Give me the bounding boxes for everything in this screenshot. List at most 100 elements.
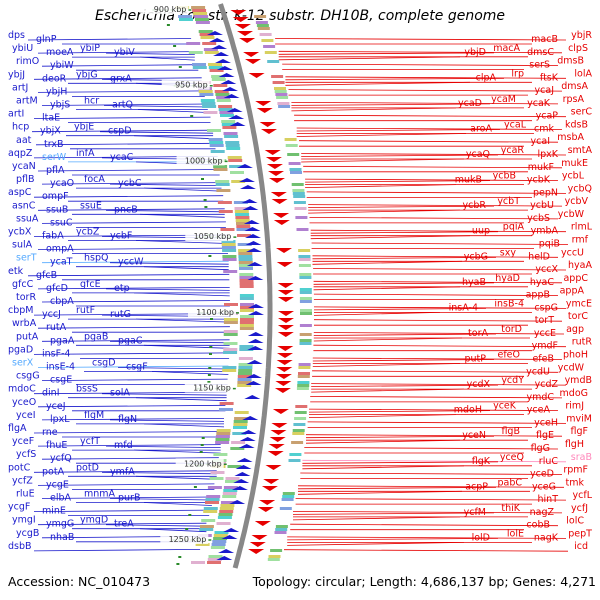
gene-label-lold[interactable]: lolD [472, 532, 490, 543]
gene-label-rutf[interactable]: rutF [76, 305, 95, 316]
gene-label-dmsa[interactable]: dmsA [561, 81, 588, 92]
gene-label-ycbb[interactable]: ycbB [493, 171, 516, 182]
gene-label-ycbs[interactable]: ycbS [527, 213, 550, 224]
gene-label-rpmf[interactable]: rpmF [563, 465, 588, 476]
gene-label-cbpa[interactable]: cbpA [50, 296, 74, 307]
gene-label-ycce[interactable]: yccE [534, 328, 556, 339]
gene-label-ompf[interactable]: ompF [42, 191, 69, 202]
gene-label-ycbg[interactable]: ycbG [464, 251, 488, 262]
gene-label-artm[interactable]: artM [16, 96, 38, 107]
gene-label-cobb[interactable]: cobB [526, 520, 550, 531]
gene-label-ymgg[interactable]: ymgG [46, 519, 74, 530]
gene-label-appa[interactable]: appA [560, 286, 585, 297]
gene-label-uup[interactable]: uup [472, 226, 490, 237]
gene-label-ycdy[interactable]: ycdY [501, 375, 524, 386]
gene-label-maca[interactable]: macA [493, 43, 520, 54]
gene-label-tora[interactable]: torA [468, 328, 488, 339]
gene-label-tort[interactable]: torT [535, 315, 554, 326]
gene-label-pept[interactable]: pepT [568, 528, 592, 539]
gene-label-mine[interactable]: minE [42, 506, 66, 517]
gene-label-ycar[interactable]: ycaR [501, 145, 525, 156]
gene-label-ybjj[interactable]: ybjJ [8, 69, 25, 80]
gene-label-ymba[interactable]: ymbA [531, 226, 559, 237]
gene-label-foca[interactable]: focA [84, 174, 105, 185]
gene-label-ycbz[interactable]: ycbZ [76, 227, 100, 238]
gene-label-glnp[interactable]: glnP [36, 34, 57, 45]
gene-label-rmf[interactable]: rmf [572, 235, 589, 246]
gene-label-ycfz[interactable]: ycfZ [12, 475, 33, 486]
gene-label-ymgi[interactable]: ymgI [12, 515, 36, 526]
gene-label-efeo[interactable]: efeO [497, 350, 520, 361]
gene-label-arti[interactable]: artI [8, 109, 24, 120]
gene-label-flgf[interactable]: flgF [571, 426, 588, 437]
gene-label-ycen[interactable]: yceN [462, 430, 486, 441]
gene-label-pfla[interactable]: pflA [46, 165, 65, 176]
gene-label-pflb[interactable]: pflB [16, 174, 35, 185]
gene-label-hint[interactable]: hinT [538, 494, 559, 505]
gene-label-rluc[interactable]: rluC [539, 456, 559, 467]
gene-label-csgf[interactable]: csgF [126, 362, 148, 373]
gene-label-hyaa[interactable]: hyaA [568, 260, 592, 271]
gene-label-ycan[interactable]: ycaN [12, 161, 36, 172]
gene-label-csge[interactable]: csgE [50, 375, 72, 386]
gene-label-ssuc[interactable]: ssuC [50, 217, 73, 228]
gene-label-bsss[interactable]: bssS [76, 384, 98, 395]
gene-label-cbpm[interactable]: cbpM [8, 305, 33, 316]
gene-label-ycei[interactable]: yceI [16, 410, 36, 421]
gene-label-ycao[interactable]: ycaO [50, 178, 74, 189]
gene-label-yceq[interactable]: yceQ [500, 452, 524, 463]
gene-label-yccw[interactable]: yccW [118, 257, 144, 268]
gene-label-csgd[interactable]: csgD [92, 358, 116, 369]
gene-label-ycge[interactable]: ycgE [46, 479, 69, 490]
gene-label-ybjd[interactable]: ybjD [464, 47, 486, 58]
gene-label-ycft[interactable]: ycfT [80, 436, 100, 447]
gene-label-ycfj[interactable]: ycfJ [571, 503, 588, 514]
gene-label-macb[interactable]: macB [531, 34, 558, 45]
gene-label-yccx[interactable]: yccX [535, 264, 558, 275]
gene-label-faba[interactable]: fabA [42, 231, 64, 242]
gene-label-artj[interactable]: artJ [12, 82, 28, 93]
gene-label-torr[interactable]: torR [16, 292, 36, 303]
gene-label-dmsb[interactable]: dmsB [557, 56, 584, 67]
gene-label-mdog[interactable]: mdoG [560, 388, 588, 399]
gene-label-aspc[interactable]: aspC [8, 187, 32, 198]
gene-label-purb[interactable]: purB [118, 493, 140, 504]
gene-label-rpsa[interactable]: rpsA [563, 94, 585, 105]
gene-label-ymdf[interactable]: ymdF [532, 341, 558, 352]
gene-label-pqia[interactable]: pqiA [503, 222, 525, 233]
gene-label-serw[interactable]: serW [42, 152, 67, 163]
gene-label-flgm[interactable]: flgM [84, 410, 104, 421]
gene-label-pabc[interactable]: pabC [497, 477, 522, 488]
gene-label-ycek[interactable]: yceK [493, 401, 517, 412]
gene-label-ycbu[interactable]: ycbU [530, 200, 554, 211]
gene-label-hyad[interactable]: hyaD [495, 273, 520, 284]
gene-label-yced[interactable]: yceD [530, 469, 554, 480]
gene-label-gfcb[interactable]: gfcB [36, 270, 57, 281]
gene-label-acpp[interactable]: acpP [465, 481, 488, 492]
gene-label-rne[interactable]: rne [42, 427, 58, 438]
gene-label-ycea[interactable]: yceA [527, 405, 551, 416]
gene-label-appb[interactable]: appB [526, 290, 550, 301]
gene-label-ybjg[interactable]: ybjG [76, 69, 98, 80]
gene-label-lola[interactable]: lolA [574, 68, 592, 79]
gene-label-flgb[interactable]: flgB [501, 426, 520, 437]
gene-label-ymfa[interactable]: ymfA [110, 466, 135, 477]
gene-label-ycal[interactable]: ycaL [504, 120, 527, 131]
gene-label-pncb[interactable]: pncB [114, 204, 138, 215]
gene-label-infa[interactable]: infA [76, 148, 95, 159]
gene-label-ybjs[interactable]: ybjS [50, 100, 70, 111]
gene-label-held[interactable]: helD [528, 251, 550, 262]
gene-label-thik[interactable]: thiK [501, 503, 520, 514]
gene-label-ycdz[interactable]: ycdZ [535, 379, 559, 390]
gene-label-ycgb[interactable]: ycgB [16, 528, 39, 539]
gene-label-ycbc[interactable]: ycbC [118, 178, 142, 189]
gene-label-ycak[interactable]: ycaK [527, 98, 551, 109]
gene-label-ycdw[interactable]: ycdW [558, 362, 585, 373]
gene-label-flga[interactable]: flgA [8, 423, 27, 434]
gene-label-mukf[interactable]: mukF [528, 162, 554, 173]
gene-label-ycat[interactable]: ycaT [50, 257, 73, 268]
gene-label-agp[interactable]: agp [566, 324, 584, 335]
gene-label-hcp[interactable]: hcp [12, 122, 29, 133]
gene-label-gfcd[interactable]: gfcD [46, 283, 68, 294]
gene-label-pqib[interactable]: pqiB [539, 239, 560, 250]
